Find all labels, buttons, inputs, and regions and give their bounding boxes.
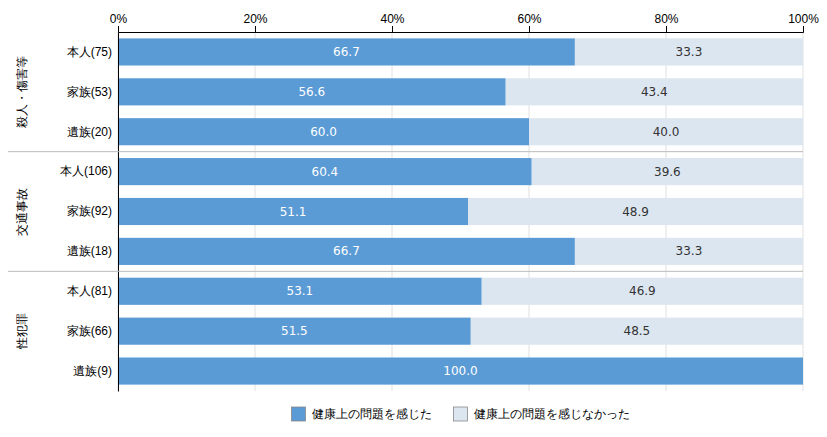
data-label: 48.9 [622,205,649,219]
tick-label: 本人(81) [67,284,112,298]
tick-label: 0% [110,12,128,26]
bar [532,158,803,185]
tick-label: 本人(75) [67,45,112,59]
bar [803,357,804,384]
y-axis: 本人(75) 家族(53) 遺族(20) 本人(106) 家族(92) 遺族(18) 本人(… [60,33,119,392]
tick-label: 家族(53) [67,85,112,99]
bar [575,38,803,65]
data-label: 33.3 [676,244,703,258]
tick-label: 遺族(18) [67,244,112,258]
tick-label: 遺族(9) [73,364,112,378]
legend-swatch [292,407,306,421]
tick-label: 本人(106) [60,164,112,178]
bar [529,118,803,145]
group-separators [8,152,803,272]
bar [118,158,532,185]
data-label: 40.0 [653,125,680,139]
tick: 遺族(18) [67,244,118,258]
bar [575,238,803,265]
tick-label: 40% [380,12,404,26]
data-label: 53.1 [287,284,314,298]
tick: 60% [517,12,541,32]
bar [118,38,575,65]
tick: 家族(66) [67,324,118,338]
grid-line [118,32,119,391]
group-label: 交通事故 [15,188,29,236]
tick: 遺族(9) [73,364,118,378]
legend-label: 健康上の問題を感じた [312,407,432,421]
tick: 本人(81) [67,284,118,298]
data-label: 33.3 [676,45,703,59]
legend-swatch [454,407,468,421]
data-label: 56.6 [298,85,325,99]
series [468,38,803,344]
data-label: 60.0 [310,125,337,139]
data-label: 51.5 [281,324,308,338]
data-label: 66.7 [333,45,360,59]
tick: 本人(75) [67,45,118,59]
plot: 66.7 56.6 60.0 60.4 51.1 66.7 53.1 51.5 100.0 33.… [8,12,819,392]
tick: 80% [654,12,678,32]
bar [118,198,468,225]
bar [482,278,803,305]
axis-line [119,26,804,33]
tick: 0% [110,12,128,32]
tick: 100% [788,12,819,32]
bar [118,278,482,305]
grid [118,32,803,391]
legend-item: 健康上の問題を感じなかった [454,407,630,421]
legend-label: 健康上の問題を感じなかった [474,407,630,421]
legend-item: 健康上の問題を感じた [292,407,432,421]
tick-label: 家族(92) [67,204,112,218]
bar [506,78,803,105]
tick: 家族(53) [67,85,118,99]
bar [118,318,471,345]
tick: 遺族(20) [67,125,118,139]
bar [471,318,803,345]
axis-line [118,33,119,392]
data-label: 100.0 [443,364,477,378]
tick-mark [529,26,530,32]
tick-label: 60% [517,12,541,26]
series [118,38,803,384]
data-label: 48.5 [624,324,651,338]
data-label: 43.4 [641,85,668,99]
bar [118,78,506,105]
data-label: 51.1 [280,205,307,219]
tick-label: 家族(66) [67,324,112,338]
tick: 20% [243,12,267,32]
tick-mark [255,26,256,32]
tick: 家族(92) [67,204,118,218]
tick-mark [666,26,667,32]
bar [468,198,803,225]
bars [118,38,803,384]
group-separator [8,271,803,272]
legend: 健康上の問題を感じた 健康上の問題を感じなかった [292,407,630,421]
tick-label: 100% [788,12,819,26]
x-axis: 0% 20% 40% 60% 80% 100% [110,12,819,33]
data-label: 66.7 [333,244,360,258]
tick-mark [118,26,119,32]
bar [118,238,575,265]
tick: 本人(106) [60,164,118,178]
data-label: 60.4 [312,165,339,179]
data-labels: 66.7 56.6 60.0 60.4 51.1 66.7 53.1 51.5 100.0 33.… [280,45,703,378]
tick-label: 20% [243,12,267,26]
group-label: 性犯罪 [15,313,29,350]
group-separator [8,151,803,152]
tick-mark [392,26,393,32]
data-label: 39.6 [654,165,681,179]
tick-label: 80% [654,12,678,26]
chart: 66.7 56.6 60.0 60.4 51.1 66.7 53.1 51.5 100.0 33.… [0,0,827,437]
bar [118,118,529,145]
bar [118,357,803,384]
tick-label: 遺族(20) [67,125,112,139]
tick-mark [803,26,804,32]
group-label: 殺人・傷害等 [15,56,29,128]
tick: 40% [380,12,404,32]
data-label: 46.9 [629,284,656,298]
